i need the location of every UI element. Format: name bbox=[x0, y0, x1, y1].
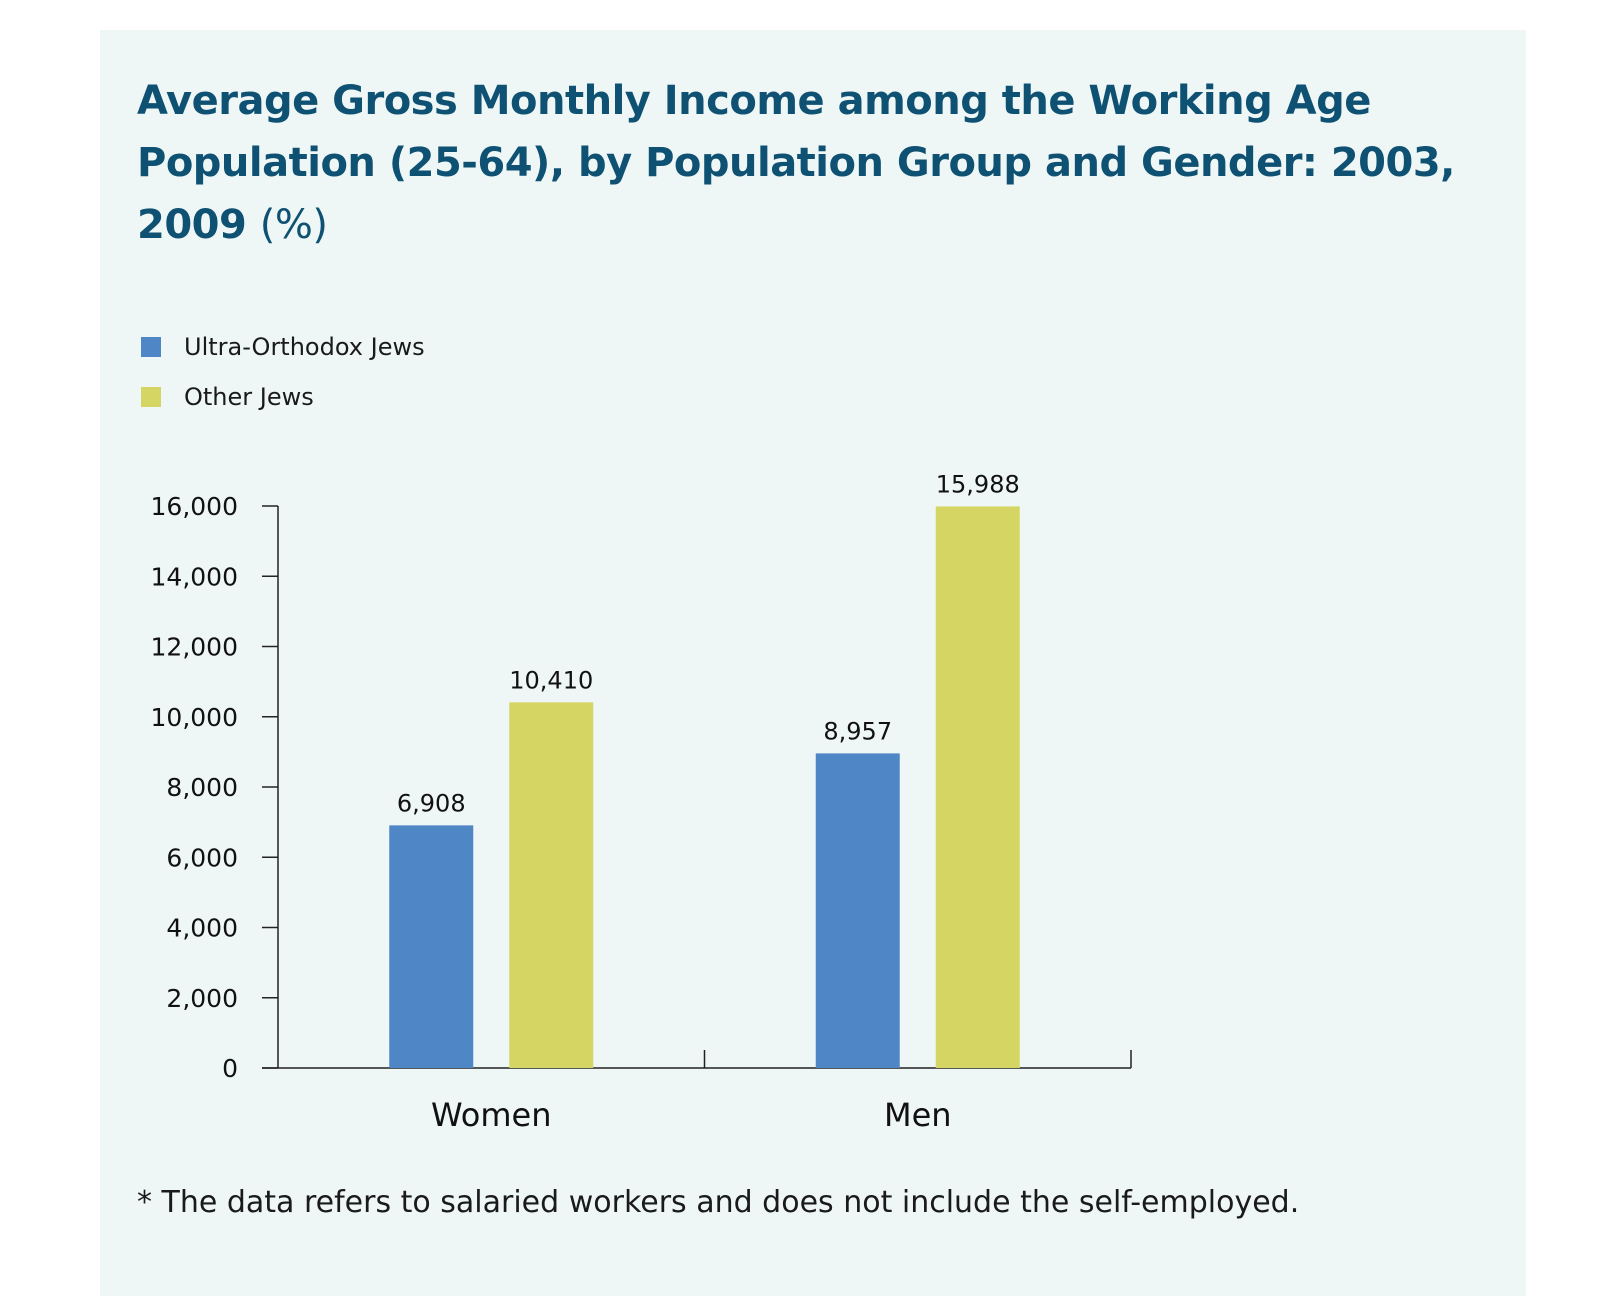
legend-item-ultra-orthodox: Ultra-Orthodox Jews bbox=[141, 322, 425, 372]
chart-legend: Ultra-Orthodox Jews Other Jews bbox=[141, 322, 425, 422]
y-tick-label: 16,000 bbox=[151, 492, 238, 521]
bar bbox=[509, 702, 594, 1068]
legend-item-other-jews: Other Jews bbox=[141, 372, 425, 422]
chart-title: Average Gross Monthly Income among the W… bbox=[137, 70, 1467, 256]
legend-swatch-other-jews bbox=[141, 387, 161, 407]
bar-value-label: 8,957 bbox=[823, 717, 892, 745]
bar-value-label: 10,410 bbox=[509, 666, 593, 694]
legend-label-ultra-orthodox: Ultra-Orthodox Jews bbox=[184, 333, 425, 361]
bar bbox=[935, 506, 1020, 1068]
y-tick-label: 4,000 bbox=[166, 914, 238, 943]
x-category-label: Women bbox=[431, 1096, 551, 1134]
y-tick-label: 12,000 bbox=[151, 633, 238, 662]
y-tick-label: 6,000 bbox=[166, 843, 238, 872]
bar bbox=[389, 825, 474, 1068]
y-tick-label: 10,000 bbox=[151, 703, 238, 732]
x-category-label: Men bbox=[884, 1096, 952, 1134]
y-tick-label: 8,000 bbox=[166, 773, 238, 802]
y-tick-label: 0 bbox=[222, 1054, 238, 1083]
y-tick-label: 14,000 bbox=[151, 562, 238, 591]
chart-title-unit: (%) bbox=[259, 202, 328, 248]
legend-label-other-jews: Other Jews bbox=[184, 383, 314, 411]
footnote: * The data refers to salaried workers an… bbox=[137, 1185, 1300, 1220]
bar-value-label: 6,908 bbox=[397, 789, 466, 817]
legend-swatch-ultra-orthodox bbox=[141, 337, 161, 357]
chart-title-main: Average Gross Monthly Income among the W… bbox=[137, 78, 1455, 248]
chart-panel bbox=[100, 30, 1526, 1296]
y-tick-label: 2,000 bbox=[166, 984, 238, 1013]
bar-value-label: 15,988 bbox=[936, 470, 1020, 498]
bar bbox=[815, 753, 900, 1068]
